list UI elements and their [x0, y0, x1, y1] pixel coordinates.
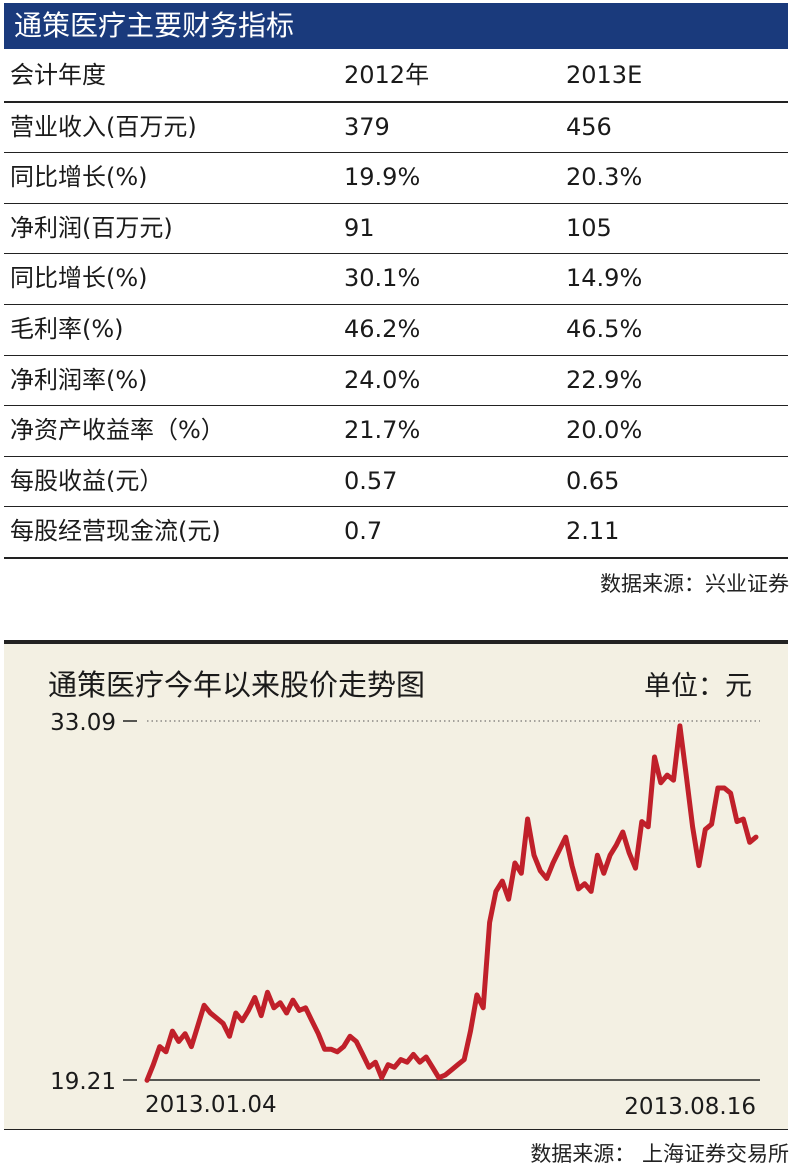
header-cell-2013e: 2013E — [566, 61, 643, 89]
stock-price-chart: 33.09 19.21 2013.01.04 2013.08.16 — [50, 710, 760, 1120]
table-row: 净利润(百万元) 91 105 — [4, 204, 788, 255]
row-value-2012: 21.7% — [344, 416, 421, 445]
row-label: 净利润率(%) — [10, 365, 148, 394]
x-tick-label-end: 2013.08.16 — [624, 1094, 756, 1120]
row-value-2013e: 22.9% — [566, 365, 643, 394]
row-label: 每股收益(元） — [10, 466, 164, 495]
row-value-2012: 19.9% — [344, 163, 421, 192]
financial-indicators-table: 会计年度 2012年 2013E 营业收入(百万元) 379 456 同比增长(… — [4, 51, 788, 559]
y-tick-label-max: 33.09 — [50, 710, 116, 736]
row-value-2012: 379 — [344, 112, 390, 141]
row-value-2012: 0.57 — [344, 466, 398, 495]
stock-chart-panel: 33.09 19.21 2013.01.04 2013.08.16 通策医疗今年以来股… — [4, 640, 788, 1130]
row-value-2012: 46.2% — [344, 314, 421, 343]
header-cell-2012: 2012年 — [344, 61, 430, 89]
table-row: 每股收益(元） 0.57 0.65 — [4, 457, 788, 508]
row-value-2012: 0.7 — [344, 517, 383, 546]
row-value-2013e: 20.3% — [566, 163, 643, 192]
row-label: 营业收入(百万元) — [10, 112, 197, 141]
row-value-2013e: 0.65 — [566, 466, 620, 495]
row-value-2012: 91 — [344, 213, 375, 242]
row-label: 净资产收益率（%） — [10, 416, 225, 445]
row-label: 毛利率(%) — [10, 314, 124, 343]
row-label: 每股经营现金流(元) — [10, 517, 221, 546]
row-value-2013e: 456 — [566, 112, 612, 141]
table-row: 每股经营现金流(元) 0.7 2.11 — [4, 507, 788, 559]
x-tick-label-start: 2013.01.04 — [145, 1092, 277, 1118]
header-cell-item: 会计年度 — [10, 61, 106, 89]
row-value-2013e: 105 — [566, 213, 612, 242]
chart-title: 通策医疗今年以来股价走势图 — [48, 668, 426, 702]
table-row: 同比增长(%) 19.9% 20.3% — [4, 153, 788, 204]
row-value-2012: 30.1% — [344, 264, 421, 293]
table-row: 毛利率(%) 46.2% 46.5% — [4, 305, 788, 356]
row-value-2012: 24.0% — [344, 365, 421, 394]
row-label: 同比增长(%) — [10, 163, 148, 192]
chart-source-note: 数据来源： 上海证券交易所 — [530, 1142, 789, 1166]
table-header-row: 会计年度 2012年 2013E — [4, 51, 788, 103]
row-label: 净利润(百万元) — [10, 213, 173, 242]
table-source-note: 数据来源：兴业证券 — [600, 572, 789, 596]
y-tick-label-min: 19.21 — [50, 1069, 116, 1095]
chart-unit-label: 单位：元 — [644, 671, 752, 702]
table-row: 净资产收益率（%） 21.7% 20.0% — [4, 406, 788, 457]
table-title: 通策医疗主要财务指标 — [4, 3, 788, 49]
price-series-line — [144, 723, 759, 1083]
row-value-2013e: 14.9% — [566, 264, 643, 293]
row-value-2013e: 2.11 — [566, 517, 620, 546]
row-label: 同比增长(%) — [10, 264, 148, 293]
row-value-2013e: 20.0% — [566, 416, 643, 445]
row-value-2013e: 46.5% — [566, 314, 643, 343]
table-row: 净利润率(%) 24.0% 22.9% — [4, 356, 788, 407]
table-row: 同比增长(%) 30.1% 14.9% — [4, 254, 788, 305]
table-row: 营业收入(百万元) 379 456 — [4, 103, 788, 154]
